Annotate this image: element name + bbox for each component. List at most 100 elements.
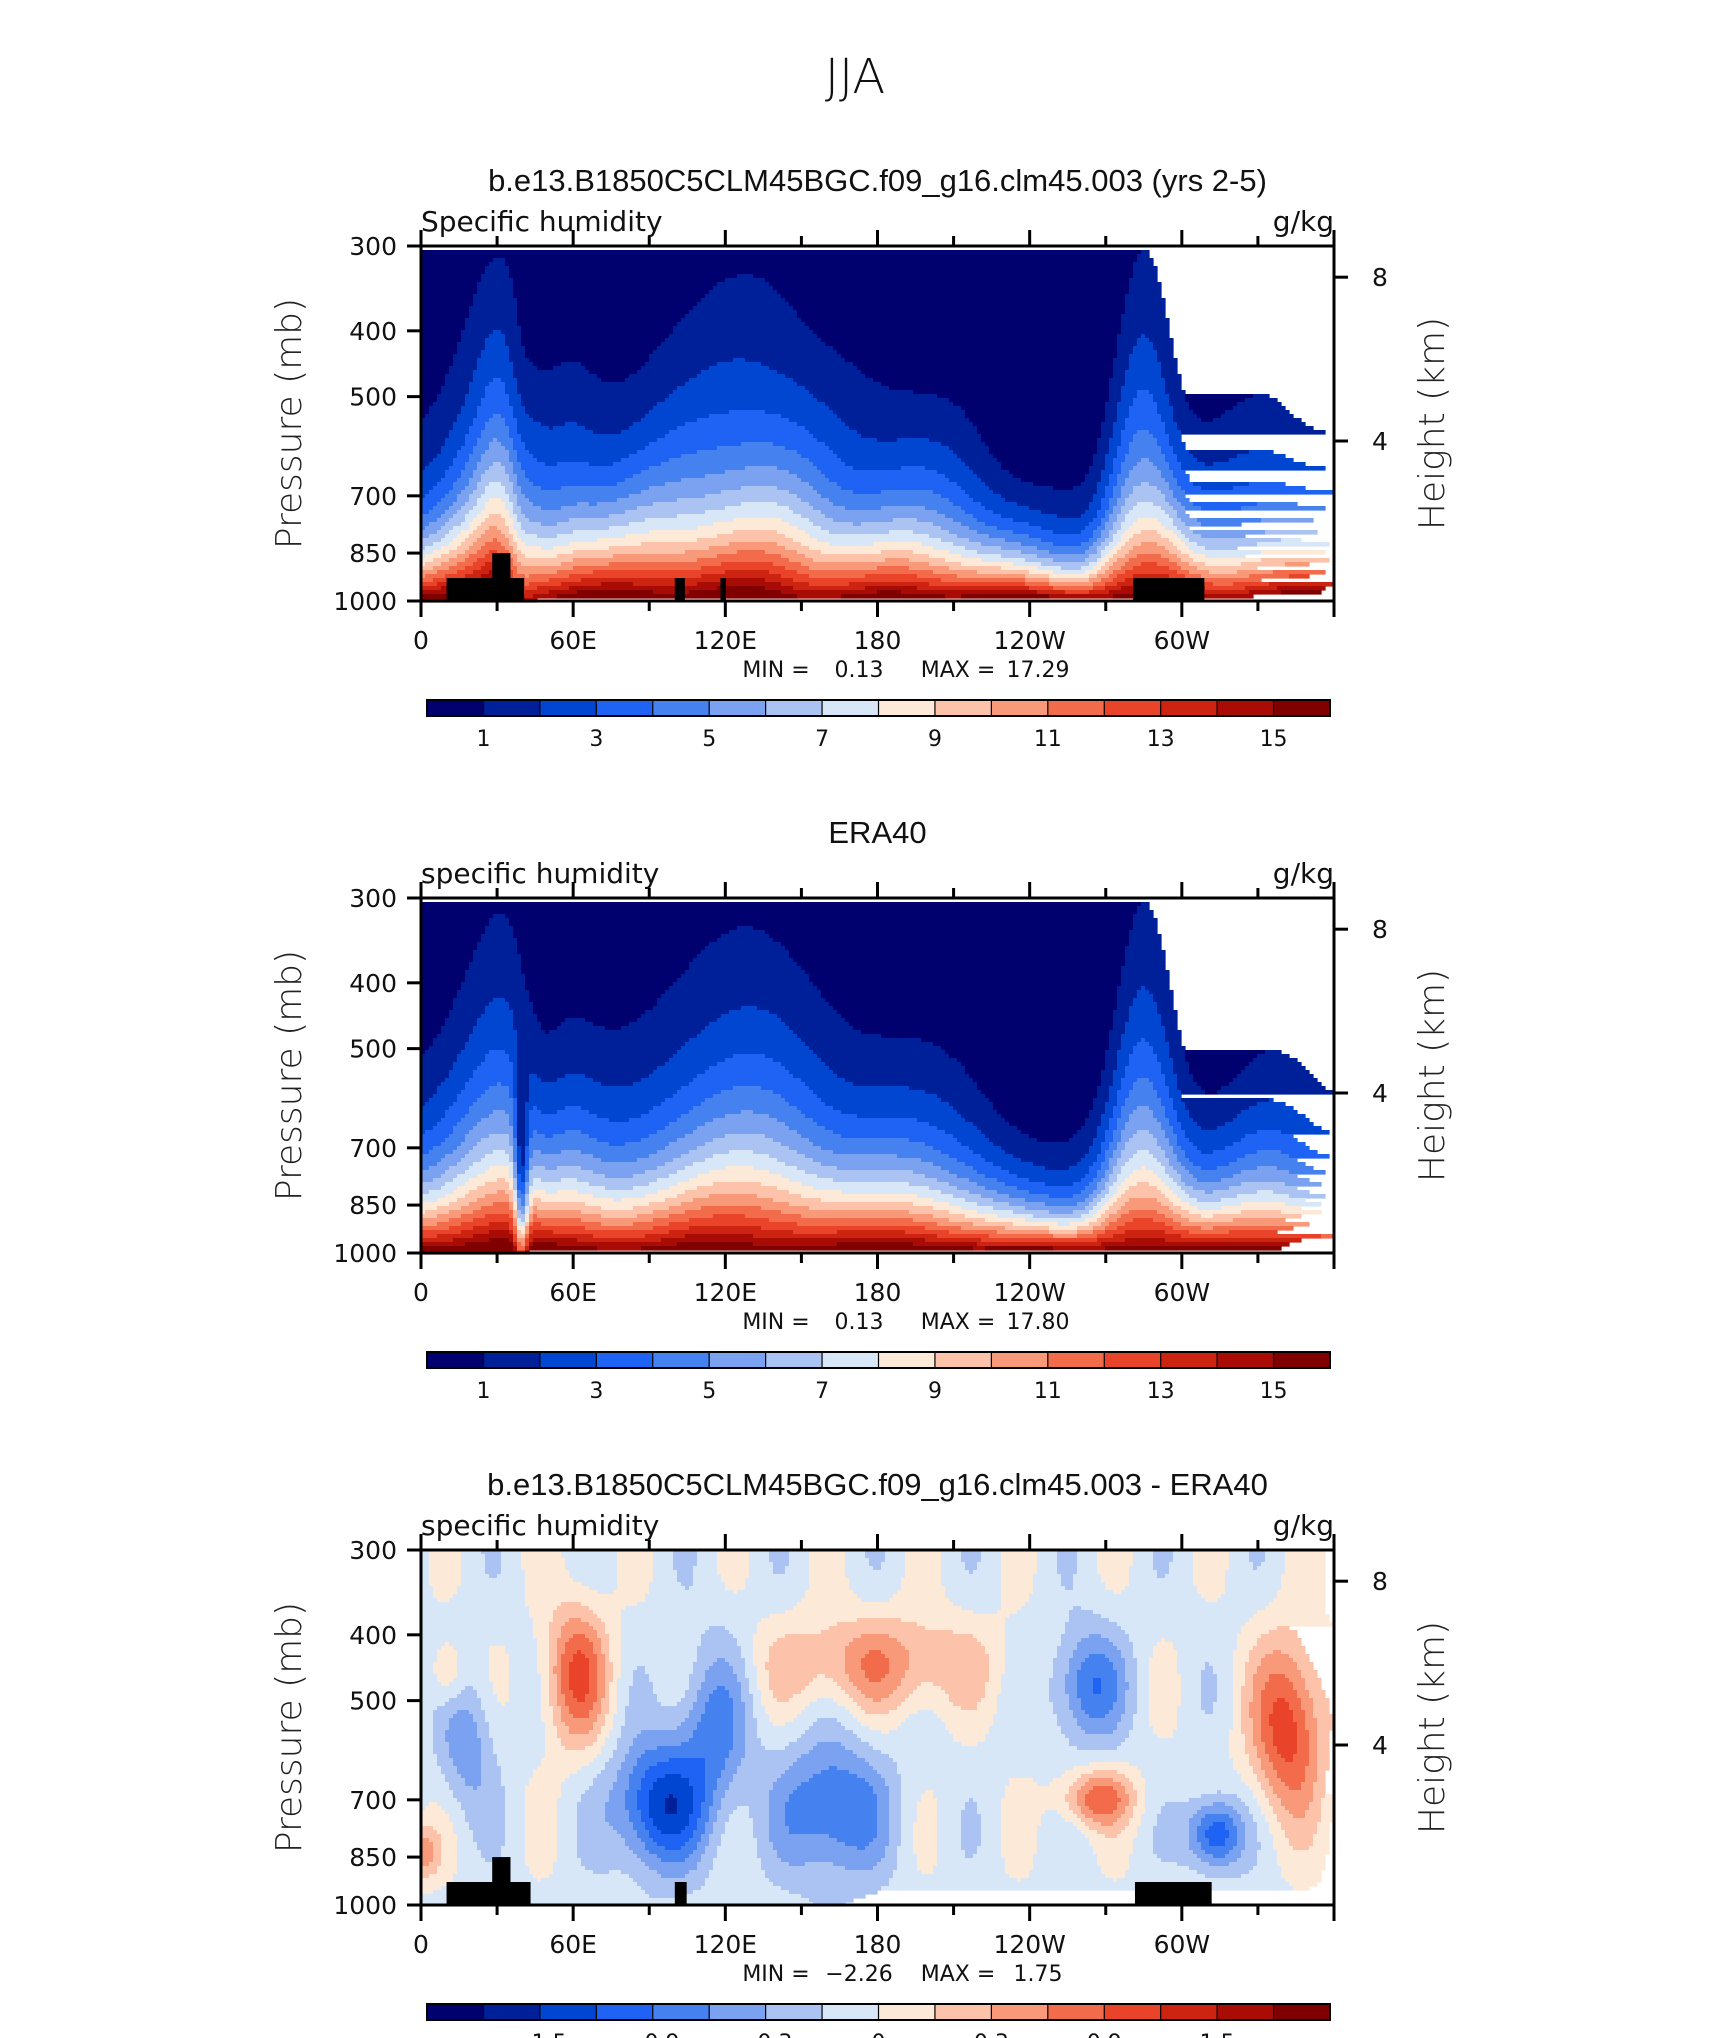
contour-band (1113, 1194, 1122, 1199)
contour-band (685, 382, 798, 387)
contour-band (1185, 1134, 1246, 1139)
contour-band (461, 1582, 526, 1587)
contour-band (513, 442, 526, 447)
contour-band (609, 1710, 618, 1715)
contour-band (845, 1726, 870, 1731)
contour-band (753, 1694, 762, 1699)
contour-band (1245, 1746, 1258, 1751)
contour-band (1173, 1730, 1230, 1735)
contour-band (1053, 1234, 1078, 1239)
contour-band (421, 1634, 534, 1639)
contour-band (1229, 1082, 1322, 1087)
contour-band (1113, 538, 1122, 543)
contour-band (1133, 1562, 1154, 1567)
contour-band (521, 1242, 526, 1247)
contour-band (1005, 1182, 1046, 1187)
contour-band (1253, 1690, 1262, 1695)
contour-band (449, 1074, 474, 1079)
contour-band (541, 1758, 594, 1763)
contour-band (1105, 486, 1114, 491)
contour-band (777, 370, 862, 375)
contour-band (433, 1178, 454, 1183)
contour-band (1113, 510, 1122, 515)
contour-band (453, 1002, 490, 1007)
contour-band (1253, 1738, 1262, 1743)
contour-band (421, 1738, 434, 1743)
contour-band (473, 298, 518, 303)
contour-band (1169, 550, 1182, 555)
contour-band (737, 1678, 750, 1683)
contour-band (449, 1014, 482, 1019)
contour-band (469, 314, 518, 319)
contour-band (481, 1138, 510, 1143)
contour-band (1121, 1114, 1130, 1119)
contour-band (921, 1038, 1110, 1043)
contour-band (1113, 1706, 1126, 1711)
contour-band (433, 566, 450, 571)
contour-band (1249, 1706, 1262, 1711)
contour-band (1005, 1226, 1050, 1231)
contour-band (1201, 1126, 1218, 1131)
contour-band (1233, 486, 1306, 491)
contour-band (781, 1062, 826, 1067)
contour-band (937, 1094, 986, 1099)
contour-band (461, 982, 526, 987)
contour-band (1181, 1682, 1202, 1687)
contour-band (1069, 1222, 1090, 1227)
contour-band (497, 1698, 510, 1703)
contour-band (657, 1150, 690, 1155)
contour-band (1193, 1142, 1234, 1147)
contour-band (517, 1098, 530, 1103)
contour-band (617, 1710, 626, 1715)
contour-band (421, 1562, 430, 1567)
contour-band (457, 346, 486, 351)
contour-band (889, 1634, 974, 1639)
contour-band (833, 1698, 854, 1703)
contour-band (1109, 390, 1122, 395)
colorbar-label: 15 (1260, 1379, 1288, 1404)
contour-band (989, 450, 1098, 455)
contour-band (1085, 1198, 1094, 1203)
contour-band (589, 1666, 598, 1671)
contour-band (1089, 1222, 1102, 1227)
contour-band (1109, 1046, 1122, 1051)
contour-band (653, 1550, 674, 1555)
contour-band (977, 1742, 1070, 1747)
contour-band (1005, 1642, 1062, 1647)
contour-band (793, 958, 1126, 963)
contour-band (429, 410, 462, 415)
contour-band (1073, 1714, 1090, 1719)
contour-band (693, 958, 794, 963)
contour-band (441, 1158, 462, 1163)
contour-band (897, 1706, 962, 1711)
contour-band (901, 590, 1038, 595)
contour-band (1153, 1554, 1174, 1559)
contour-band (537, 586, 570, 591)
contour-band (1093, 1098, 1110, 1103)
contour-band (421, 1150, 430, 1155)
contour-band (421, 346, 458, 351)
contour-band (1097, 514, 1106, 519)
contour-band (421, 1238, 454, 1243)
contour-band (1141, 986, 1146, 991)
contour-band (557, 1190, 578, 1195)
contour-band (1257, 502, 1298, 507)
colorbar-swatch (822, 700, 879, 716)
contour-band (769, 1718, 794, 1723)
contour-band (517, 314, 686, 319)
contour-band (1093, 1138, 1106, 1143)
contour-band (589, 370, 638, 375)
contour-band (901, 1642, 982, 1647)
contour-band (889, 530, 914, 535)
contour-band (909, 1650, 986, 1655)
contour-band (1109, 1158, 1118, 1163)
contour-band (997, 1694, 1050, 1699)
contour-band (1277, 1594, 1326, 1599)
contour-band (1149, 1662, 1178, 1667)
contour-band (1049, 582, 1094, 587)
contour-band (745, 1734, 758, 1739)
contour-band (1177, 1118, 1194, 1123)
contour-band (1101, 1678, 1118, 1683)
contour-band (433, 1734, 446, 1739)
contour-band (689, 378, 794, 383)
